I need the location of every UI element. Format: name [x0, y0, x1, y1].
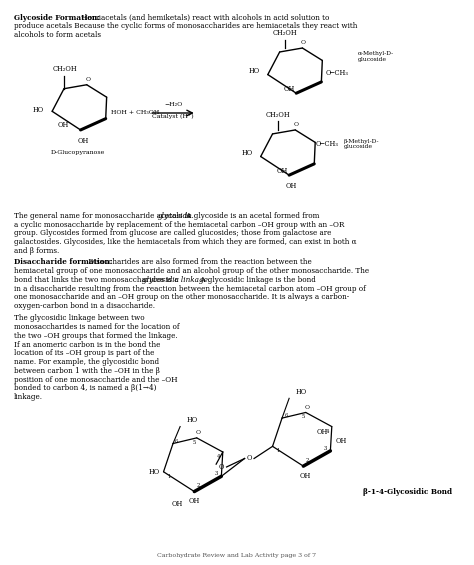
- Text: Carbohydrate Review and Lab Activity page 3 of 7: Carbohydrate Review and Lab Activity pag…: [157, 553, 317, 558]
- Text: O: O: [218, 463, 224, 471]
- Text: 3: 3: [215, 471, 219, 476]
- Text: OH: OH: [57, 121, 69, 129]
- Text: 3: 3: [324, 446, 328, 450]
- Text: D-Glucopyranose: D-Glucopyranose: [51, 150, 105, 155]
- Text: the two –OH groups that formed the linkage.: the two –OH groups that formed the linka…: [14, 332, 178, 340]
- Text: A glycoside is an acetal formed from: A glycoside is an acetal formed from: [184, 212, 320, 220]
- Text: between carbon 1 with the –OH in the β: between carbon 1 with the –OH in the β: [14, 367, 160, 375]
- Text: −H₂O: −H₂O: [164, 102, 182, 107]
- Text: bond that links the two monosaccharides is a: bond that links the two monosaccharides …: [14, 276, 181, 284]
- Text: 6: 6: [175, 439, 179, 444]
- Text: HO: HO: [148, 468, 160, 476]
- Text: β-Methyl-D-
glucoside: β-Methyl-D- glucoside: [344, 138, 379, 150]
- Text: 1: 1: [167, 474, 171, 479]
- Text: OH: OH: [189, 497, 200, 505]
- Text: glycoside.: glycoside.: [157, 212, 194, 220]
- Text: O: O: [304, 405, 309, 410]
- Text: glycosidic linkage.: glycosidic linkage.: [142, 276, 210, 284]
- Text: and β forms.: and β forms.: [14, 247, 59, 255]
- Text: HO: HO: [186, 416, 198, 424]
- Text: 4: 4: [325, 429, 329, 433]
- Text: 2: 2: [196, 484, 200, 488]
- Text: O─CH₃: O─CH₃: [326, 69, 349, 77]
- Text: OH: OH: [336, 437, 347, 445]
- Text: bonded to carbon 4, is named a β(1→4): bonded to carbon 4, is named a β(1→4): [14, 384, 157, 393]
- Text: Disaccharide formation:: Disaccharide formation:: [14, 258, 113, 266]
- Text: location of its –OH group is part of the: location of its –OH group is part of the: [14, 349, 155, 358]
- Text: CH₂OH: CH₂OH: [273, 29, 298, 37]
- Text: produce acetals Because the cyclic forms of monosaccharides are hemiacetals they: produce acetals Because the cyclic forms…: [14, 22, 357, 31]
- Text: in a disaccharide resulting from the reaction between the hemiacetal carbon atom: in a disaccharide resulting from the rea…: [14, 285, 366, 293]
- Text: Glycoside Formation:: Glycoside Formation:: [14, 14, 100, 21]
- Text: monosaccharides is named for the location of: monosaccharides is named for the locatio…: [14, 323, 180, 331]
- Text: If an anomeric carbon is in the bond the: If an anomeric carbon is in the bond the: [14, 341, 161, 349]
- Text: OH: OH: [172, 500, 183, 508]
- Text: 5: 5: [301, 415, 305, 419]
- Text: O: O: [85, 77, 90, 82]
- Text: one monosaccharide and an –OH group on the other monosaccharide. It is always a : one monosaccharide and an –OH group on t…: [14, 293, 349, 301]
- Text: O: O: [301, 40, 306, 45]
- Text: CH₂OH: CH₂OH: [52, 66, 77, 73]
- Text: 1: 1: [276, 449, 280, 453]
- Text: group. Glycosides formed from glucose are called glucosides; those from galactos: group. Glycosides formed from glucose ar…: [14, 229, 332, 237]
- Text: OH: OH: [299, 472, 310, 480]
- Text: hemiacetal group of one monosaccharide and an alcohol group of the other monosac: hemiacetal group of one monosaccharide a…: [14, 267, 369, 275]
- Text: HO: HO: [248, 67, 260, 75]
- Text: oxygen-carbon bond in a disaccharide.: oxygen-carbon bond in a disaccharide.: [14, 302, 155, 310]
- Text: O─CH₃: O─CH₃: [315, 140, 338, 148]
- Text: β-1-4-Glycosidic Bond: β-1-4-Glycosidic Bond: [363, 488, 452, 496]
- Text: HOH + CH₃OH: HOH + CH₃OH: [111, 111, 160, 115]
- Text: OH: OH: [283, 85, 295, 93]
- Text: A glycosidic linkage is the bond: A glycosidic linkage is the bond: [198, 276, 316, 284]
- Text: α-Methyl-D-
glucoside: α-Methyl-D- glucoside: [358, 51, 394, 62]
- Text: Disaccharides are also formed from the reaction between the: Disaccharides are also formed from the r…: [86, 258, 312, 266]
- Text: O: O: [294, 122, 299, 127]
- Text: Hemiacetals (and hemiketals) react with alcohols in acid solution to: Hemiacetals (and hemiketals) react with …: [79, 14, 329, 21]
- Text: HO: HO: [241, 149, 253, 157]
- Text: 6: 6: [284, 414, 288, 418]
- Text: 4: 4: [216, 454, 220, 459]
- Text: OH: OH: [276, 167, 288, 175]
- Text: CH₂OH: CH₂OH: [266, 111, 291, 119]
- Text: OH: OH: [77, 137, 89, 145]
- Text: OH: OH: [286, 182, 297, 190]
- Text: 5: 5: [192, 440, 196, 445]
- Text: name. For example, the glycosidic bond: name. For example, the glycosidic bond: [14, 358, 159, 366]
- Text: galactosides. Glycosides, like the hemiacetals from which they are formed, can e: galactosides. Glycosides, like the hemia…: [14, 238, 357, 246]
- Text: The general name for monosaccharide acetals is: The general name for monosaccharide acet…: [14, 212, 193, 220]
- Text: OH: OH: [317, 428, 328, 436]
- Text: HO: HO: [33, 106, 44, 114]
- Text: a cyclic monosaccharide by replacement of the hemiacetal carbon –OH group with a: a cyclic monosaccharide by replacement o…: [14, 220, 345, 229]
- Text: HO: HO: [295, 388, 307, 396]
- Text: linkage.: linkage.: [14, 393, 43, 401]
- Text: alcohols to form acetals: alcohols to form acetals: [14, 31, 101, 39]
- Text: The glycosidic linkage between two: The glycosidic linkage between two: [14, 314, 145, 323]
- Text: 2: 2: [305, 458, 309, 463]
- Text: O: O: [195, 430, 200, 435]
- Text: position of one monosaccharide and the –OH: position of one monosaccharide and the –…: [14, 376, 178, 384]
- Text: Catalyst (H⁺): Catalyst (H⁺): [152, 114, 194, 119]
- Text: O: O: [246, 454, 252, 463]
